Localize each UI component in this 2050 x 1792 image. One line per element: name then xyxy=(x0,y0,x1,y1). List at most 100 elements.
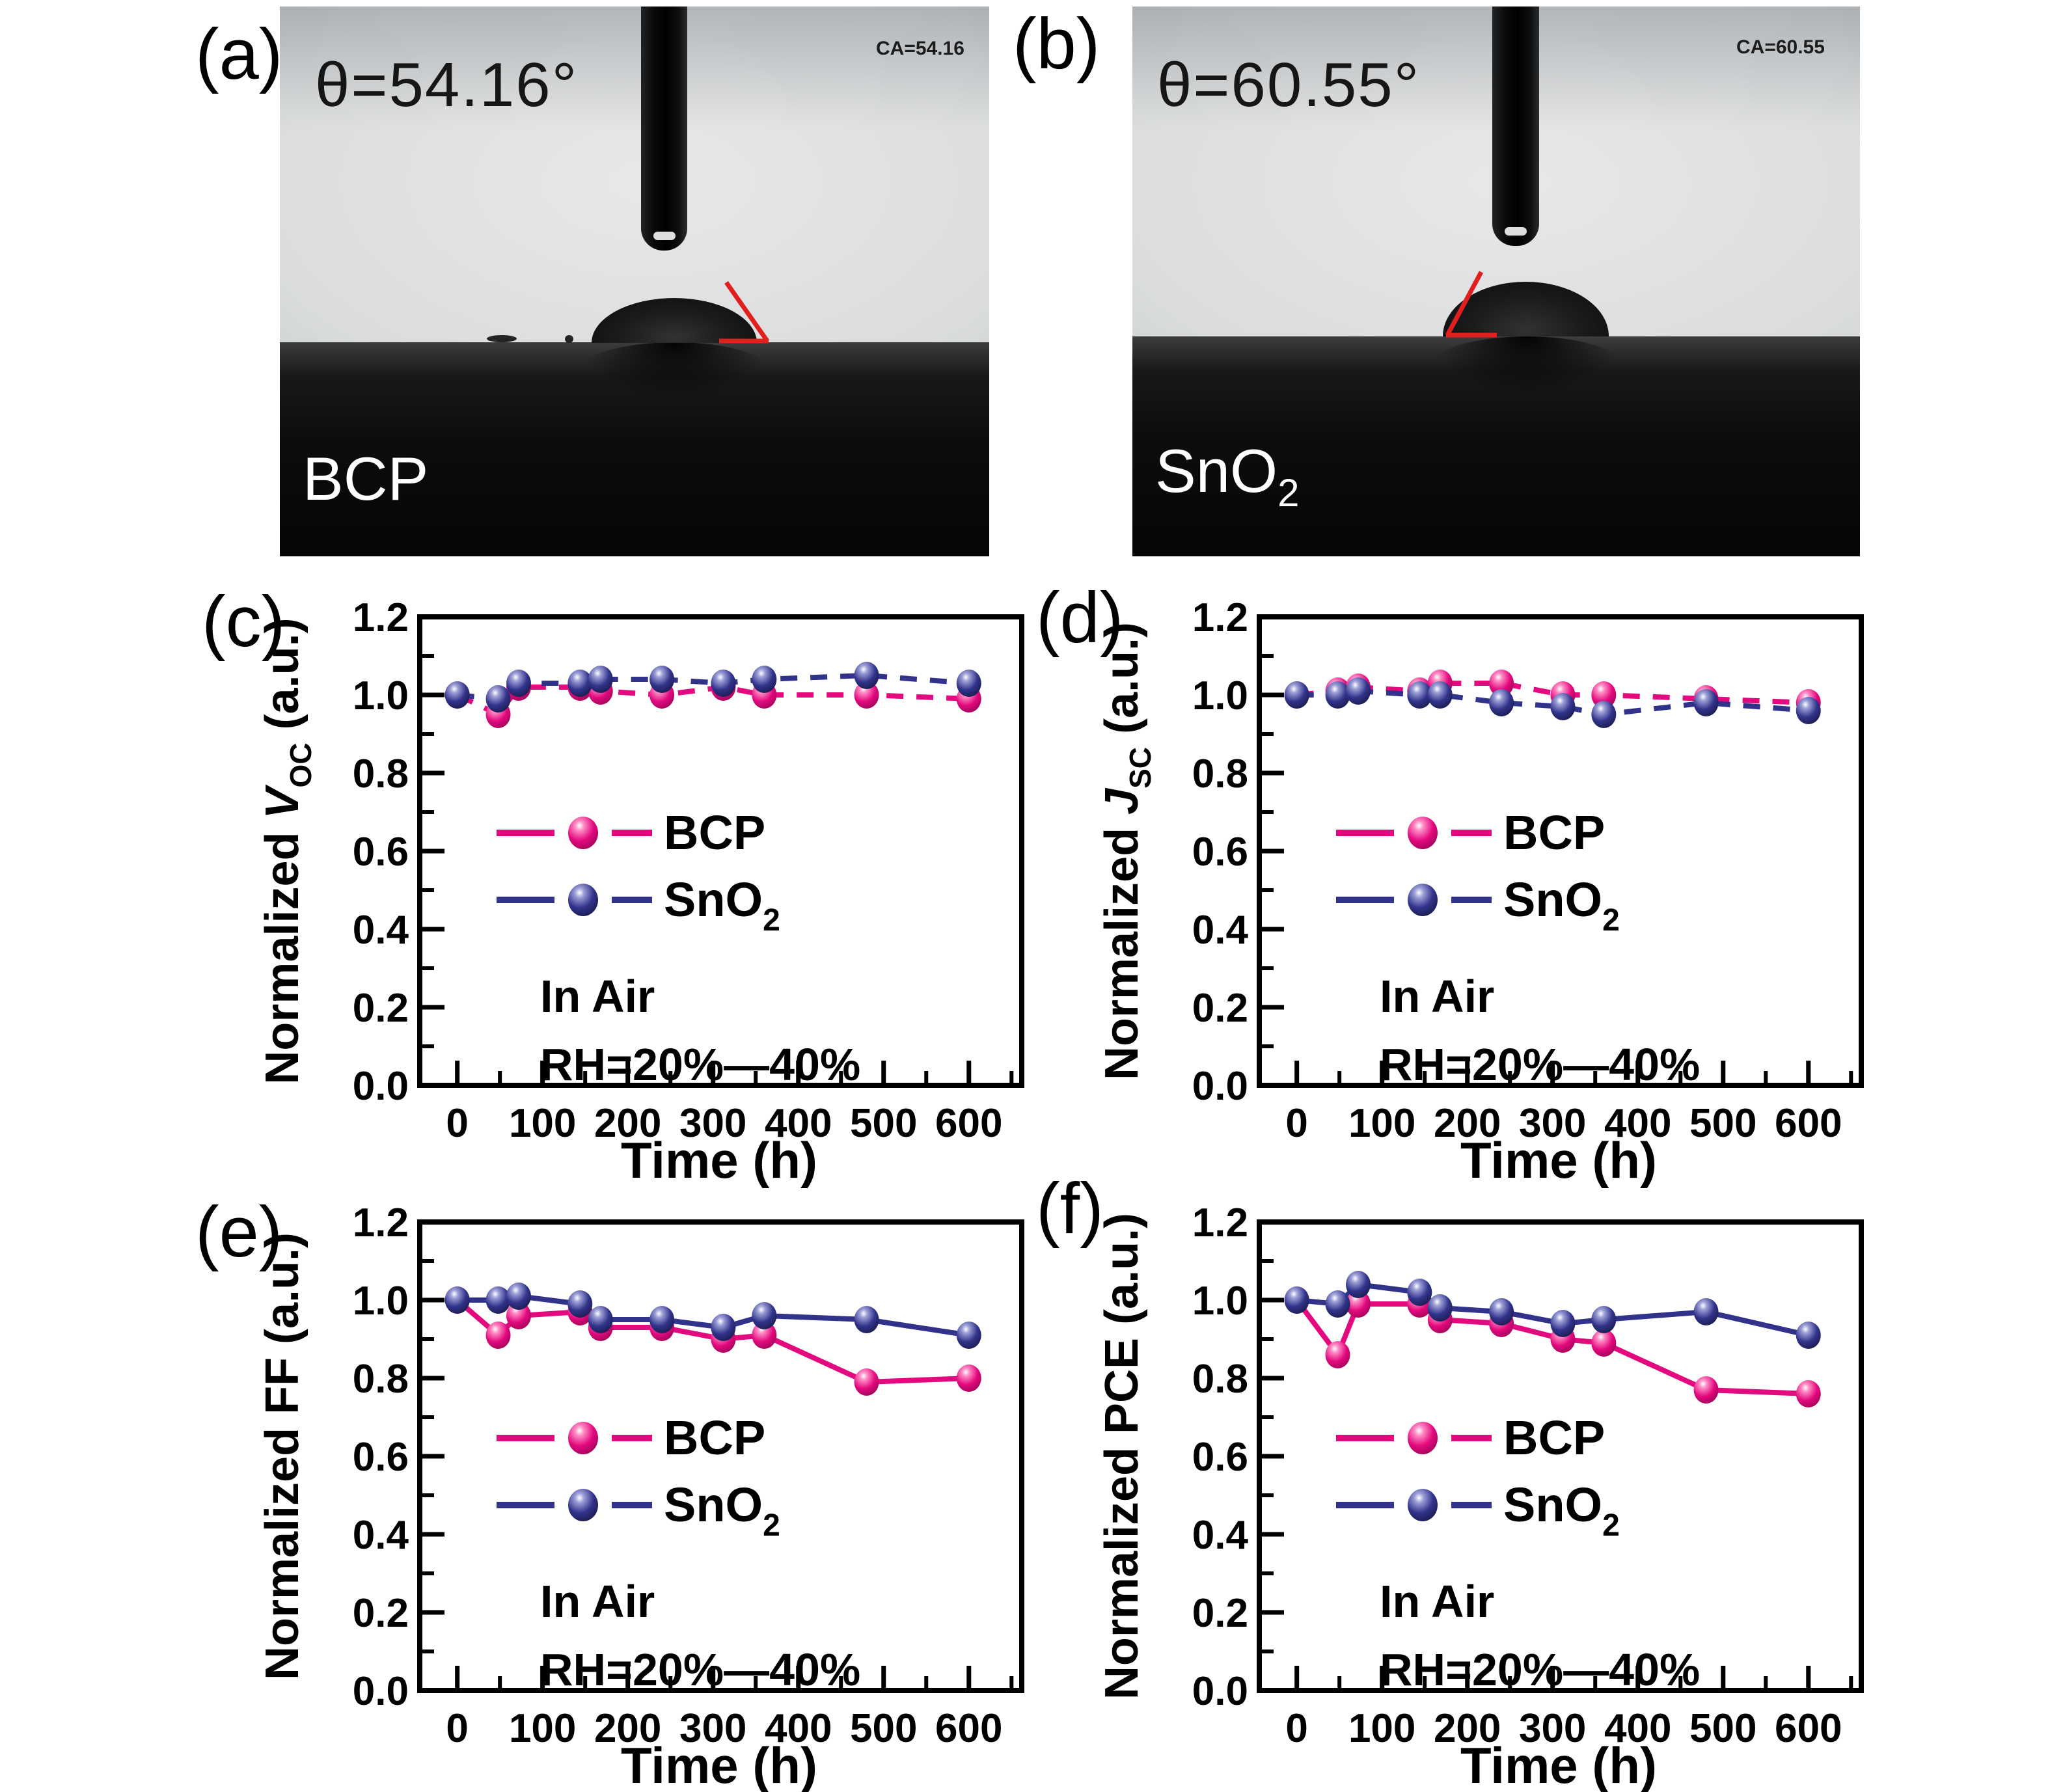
y-tick-label: 0.4 xyxy=(353,908,409,953)
x-tick-label: 100 xyxy=(1348,1101,1415,1146)
legend-marker xyxy=(1408,1489,1438,1521)
annotation-text: RH=20%—40% xyxy=(540,1039,860,1090)
x-tick-label: 100 xyxy=(509,1101,576,1146)
surface-speck xyxy=(565,335,573,343)
ca-readout-text: CA=60.55 xyxy=(1736,36,1825,58)
data-point xyxy=(649,666,675,693)
data-point xyxy=(711,1314,736,1341)
y-tick-label: 0.8 xyxy=(353,1357,409,1402)
data-point xyxy=(1796,1322,1821,1349)
series-line-sno2 xyxy=(1296,688,1809,718)
y-tick-label: 1.2 xyxy=(353,595,409,640)
x-tick-label: 100 xyxy=(1348,1706,1415,1751)
data-point xyxy=(1591,1306,1617,1333)
annotations: In Air RH=20%—40% xyxy=(1380,1576,1700,1695)
annotation-text: RH=20%—40% xyxy=(1380,1039,1700,1090)
data-point xyxy=(1796,697,1821,724)
contact-angle-marker xyxy=(1445,271,1497,338)
plot-frame xyxy=(417,1219,1024,1693)
y-tick-label: 0.6 xyxy=(1192,1435,1248,1480)
x-axis-title: Time (h) xyxy=(1460,1737,1657,1792)
annotation-text: In Air xyxy=(540,971,655,1022)
x-axis-title: Time (h) xyxy=(621,1737,817,1792)
data-point xyxy=(956,1364,981,1392)
legend: BCP SnO2 xyxy=(497,1411,780,1543)
y-tick-label: 0.2 xyxy=(1192,1591,1248,1636)
legend: BCP SnO2 xyxy=(497,806,780,938)
dispense-needle xyxy=(1492,7,1539,246)
needle-glint xyxy=(653,232,676,240)
data-point xyxy=(1345,1271,1371,1298)
data-point xyxy=(1591,1329,1617,1357)
y-axis: 0.0 0.2 0.4 0.6 0.8 1.0 1.2 Normalized FF (a.u.… xyxy=(256,1201,444,1714)
plot-frame xyxy=(417,614,1024,1088)
y-tick-label: 0.8 xyxy=(1192,752,1248,796)
series-line-sno2 xyxy=(1296,1281,1809,1338)
y-tick-label: 1.0 xyxy=(1192,1279,1248,1324)
annotations: In Air RH=20%—40% xyxy=(540,971,860,1090)
panel-label-b: (b) xyxy=(1013,4,1100,84)
data-point xyxy=(1489,670,1514,697)
x-tick-label: 0 xyxy=(1285,1706,1307,1751)
series-line-sno2 xyxy=(457,672,970,702)
y-tick-label: 1.2 xyxy=(1192,595,1248,640)
y-tick-label: 0.6 xyxy=(353,1435,409,1480)
y-tick-label: 1.0 xyxy=(353,673,409,718)
x-tick-label: 200 xyxy=(594,1706,661,1751)
y-tick-label: 0.4 xyxy=(1192,908,1249,953)
annotation-text: RH=20%—40% xyxy=(1380,1644,1700,1695)
data-point xyxy=(567,670,593,697)
y-tick-label: 1.0 xyxy=(1192,673,1248,718)
series-markers-sno2 xyxy=(1284,677,1821,728)
series-line-bcp xyxy=(1294,1298,1809,1396)
x-tick-label: 400 xyxy=(1604,1706,1671,1751)
sample-name: BCP xyxy=(303,444,429,513)
contact-angle-marker xyxy=(719,280,769,344)
contact-angle-photo-bcp: θ=54.16° CA=54.16 BCP xyxy=(280,7,989,556)
legend-marker xyxy=(568,1422,598,1454)
data-point xyxy=(485,1286,511,1314)
x-tick-label: 600 xyxy=(1775,1706,1842,1751)
data-point xyxy=(506,1283,531,1310)
data-point xyxy=(711,670,736,697)
annotation-text: In Air xyxy=(540,1576,655,1627)
data-point xyxy=(444,1286,470,1314)
x-axis: 0 100 200 300 400 500 600 Time (h) xyxy=(446,1061,1014,1189)
data-point xyxy=(1407,681,1432,709)
data-point xyxy=(1427,681,1453,709)
panel-label-a: (a) xyxy=(195,14,283,94)
legend-label: SnO2 xyxy=(1503,873,1620,938)
data-point xyxy=(1325,1290,1350,1318)
data-point xyxy=(444,681,470,709)
legend-label: BCP xyxy=(1503,806,1605,860)
legend-marker xyxy=(568,817,598,849)
data-point xyxy=(649,1306,675,1333)
y-axis-title: Normalized JSC (a.u.) xyxy=(1096,622,1157,1080)
data-point xyxy=(485,1322,511,1349)
data-point xyxy=(1591,681,1617,709)
x-tick-label: 0 xyxy=(446,1101,468,1146)
data-point xyxy=(1693,1376,1719,1404)
data-point xyxy=(588,666,613,693)
panel-label-e: (e) xyxy=(195,1192,283,1272)
x-tick-label: 500 xyxy=(1689,1101,1756,1146)
y-tick-label: 0.2 xyxy=(353,986,409,1031)
data-point xyxy=(1284,681,1309,709)
x-tick-label: 0 xyxy=(1285,1101,1307,1146)
ca-readout-text: CA=54.16 xyxy=(876,38,964,59)
legend-label: BCP xyxy=(664,806,765,860)
legend: BCP SnO2 xyxy=(1336,1411,1620,1543)
y-axis: 0.0 0.2 0.4 0.6 0.8 1.0 1.2 Normalized PCE (a.u… xyxy=(1096,1201,1284,1714)
x-tick-label: 0 xyxy=(446,1706,468,1751)
theta-value-text: θ=54.16° xyxy=(315,50,579,120)
y-tick-label: 0.0 xyxy=(1192,1669,1248,1714)
annotations: In Air RH=20%—40% xyxy=(540,1576,860,1695)
droplet-reflection xyxy=(1432,336,1622,395)
legend-marker xyxy=(568,1489,598,1521)
y-axis-title: Normalized FF (a.u.) xyxy=(256,1232,308,1680)
annotations: In Air RH=20%—40% xyxy=(1380,971,1700,1090)
x-tick-label: 200 xyxy=(1434,1101,1501,1146)
legend-marker xyxy=(1408,817,1438,849)
